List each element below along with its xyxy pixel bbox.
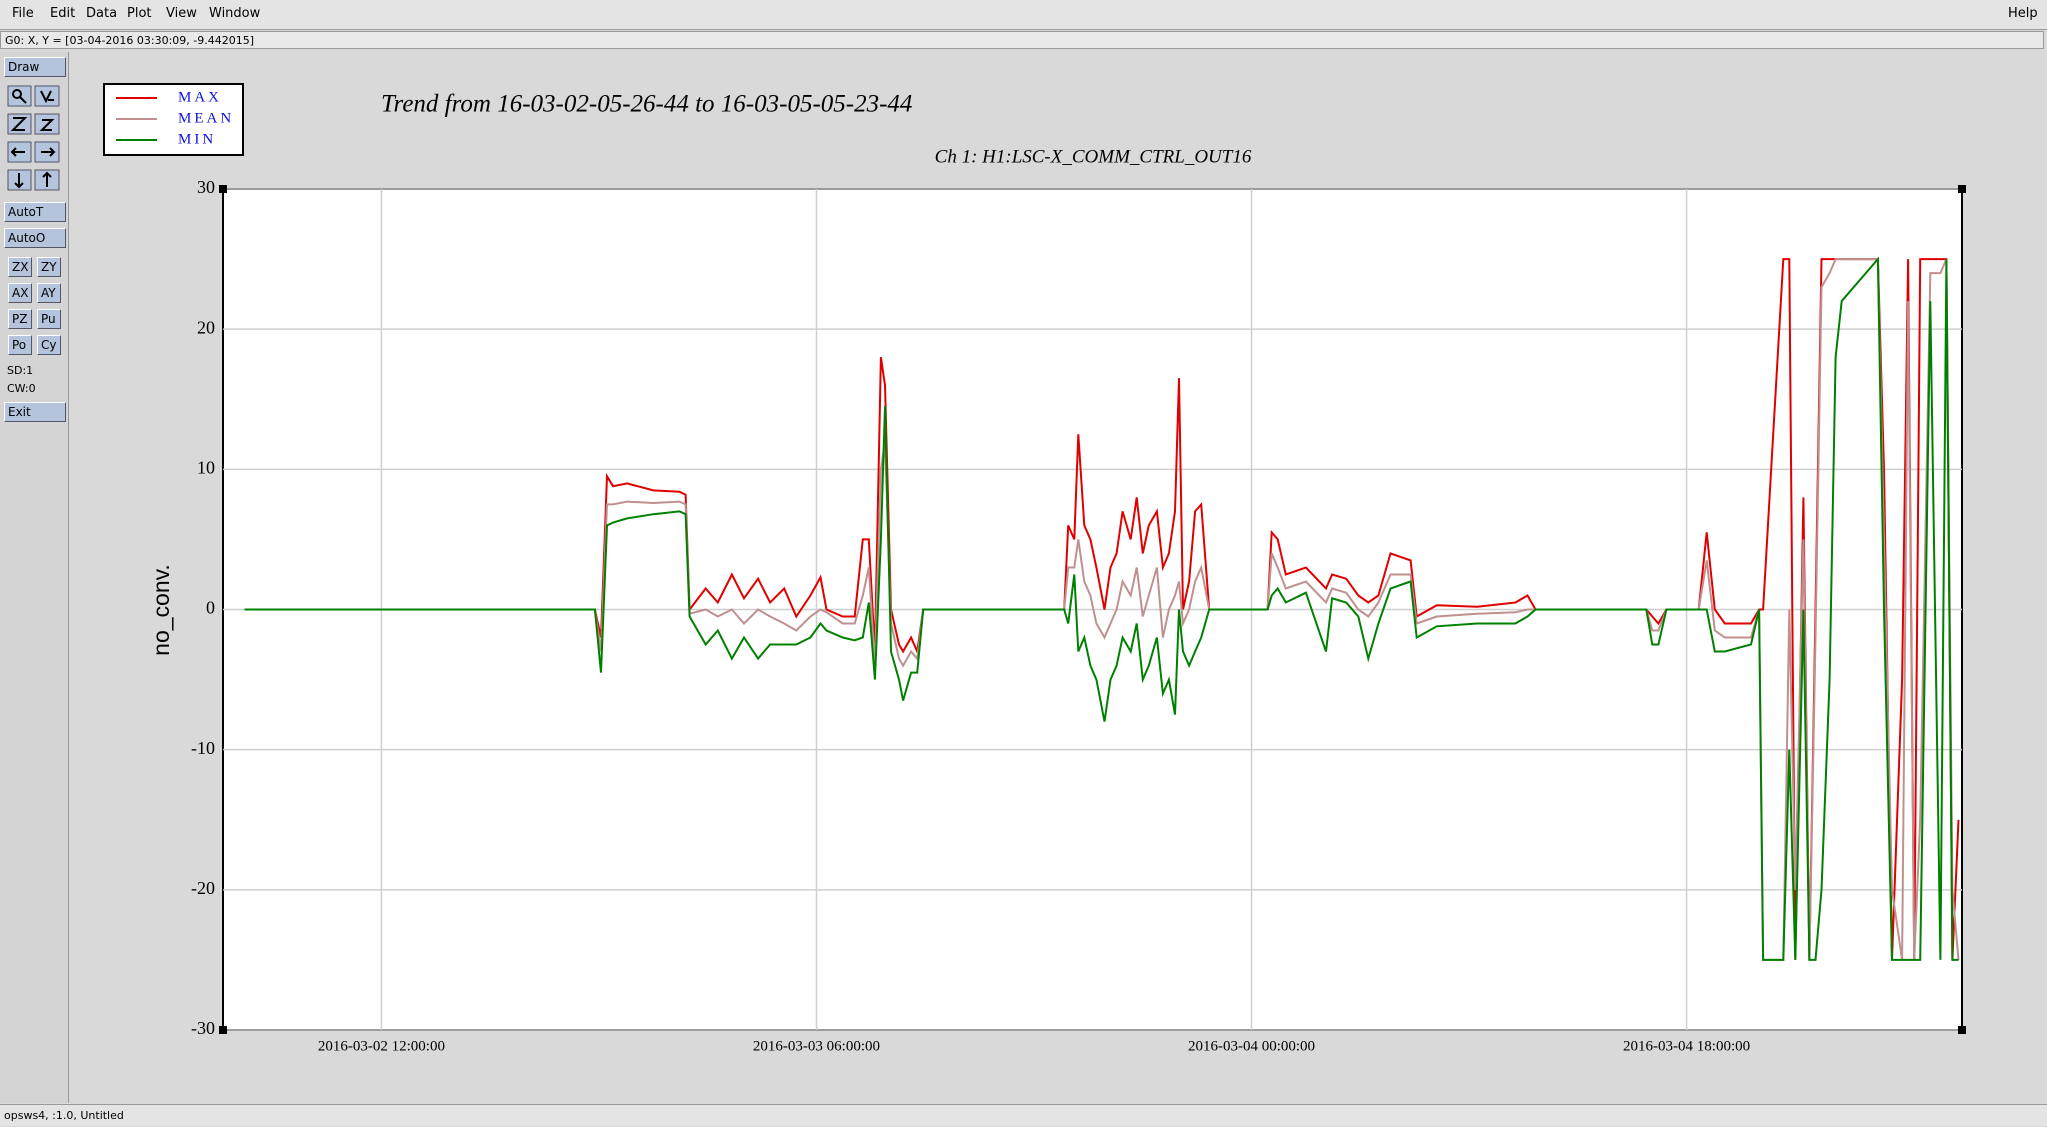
tool-button[interactable]: Pu bbox=[37, 309, 61, 329]
tool-button[interactable]: ZX bbox=[8, 257, 32, 277]
footer-status: opsws4, :1.0, Untitled bbox=[0, 1104, 2047, 1126]
x-tick-label: 2016-03-04 00:00:00 bbox=[1188, 1038, 1315, 1054]
y-tick-label: 20 bbox=[197, 317, 215, 337]
tool-button[interactable]: AY bbox=[37, 283, 61, 303]
y-tick-label: 30 bbox=[197, 177, 215, 197]
menu-item[interactable]: View bbox=[166, 6, 197, 21]
auto-button[interactable]: AutoT bbox=[4, 202, 66, 222]
menu-item[interactable]: Edit bbox=[50, 6, 76, 21]
draw-button[interactable]: Draw bbox=[4, 57, 66, 77]
menu-item[interactable]: Data bbox=[86, 6, 118, 21]
y-tick-label: 10 bbox=[197, 457, 215, 477]
menu-item[interactable]: Window bbox=[209, 6, 261, 21]
frame-corners bbox=[219, 185, 1966, 1034]
y-tick-label: -10 bbox=[191, 738, 215, 758]
info-text: CW:0 bbox=[7, 382, 36, 395]
tool-button[interactable]: PZ bbox=[8, 309, 32, 329]
auto-button[interactable]: AutoO bbox=[4, 228, 66, 248]
status-line: G0: X, Y = [03-04-2016 03:30:09, -9.4420… bbox=[0, 31, 2044, 49]
legend-label: MEAN bbox=[178, 110, 234, 126]
icon-glyphs bbox=[10, 89, 56, 189]
tool-button[interactable]: Po bbox=[8, 335, 32, 355]
legend-label: MIN bbox=[178, 131, 216, 147]
legend-label: MAX bbox=[178, 89, 222, 105]
menu-item[interactable]: File bbox=[12, 6, 34, 21]
x-tick-label: 2016-03-04 18:00:00 bbox=[1623, 1038, 1750, 1054]
chart-subtitle: Ch 1: H1:LSC-X_COMM_CTRL_OUT16 bbox=[935, 146, 1252, 167]
y-axis-label: no_conv. bbox=[148, 564, 174, 656]
chart-title: Trend from 16-03-02-05-26-44 to 16-03-05… bbox=[381, 91, 912, 118]
icon-buttons bbox=[7, 85, 60, 191]
y-tick-label: 0 bbox=[206, 598, 215, 618]
tool-button[interactable]: ZY bbox=[37, 257, 61, 277]
menu-bar bbox=[0, 0, 2047, 30]
y-tick-label: -30 bbox=[191, 1018, 215, 1038]
tool-button[interactable]: Cy bbox=[37, 335, 61, 355]
x-tick-label: 2016-03-02 12:00:00 bbox=[318, 1038, 445, 1054]
info-text: SD:1 bbox=[7, 364, 34, 377]
exit-button[interactable]: Exit bbox=[4, 402, 66, 422]
data-line bbox=[244, 258, 1960, 961]
data-line bbox=[244, 256, 1959, 961]
menu-item[interactable]: Help bbox=[2008, 6, 2038, 21]
tool-button[interactable]: AX bbox=[8, 283, 32, 303]
y-tick-label: -20 bbox=[191, 878, 215, 898]
x-tick-label: 2016-03-03 06:00:00 bbox=[753, 1038, 880, 1054]
menu-item[interactable]: Plot bbox=[127, 6, 152, 21]
toolbar bbox=[0, 52, 69, 1103]
chart: Trend from 16-03-02-05-26-44 to 16-03-05… bbox=[103, 83, 1966, 1054]
